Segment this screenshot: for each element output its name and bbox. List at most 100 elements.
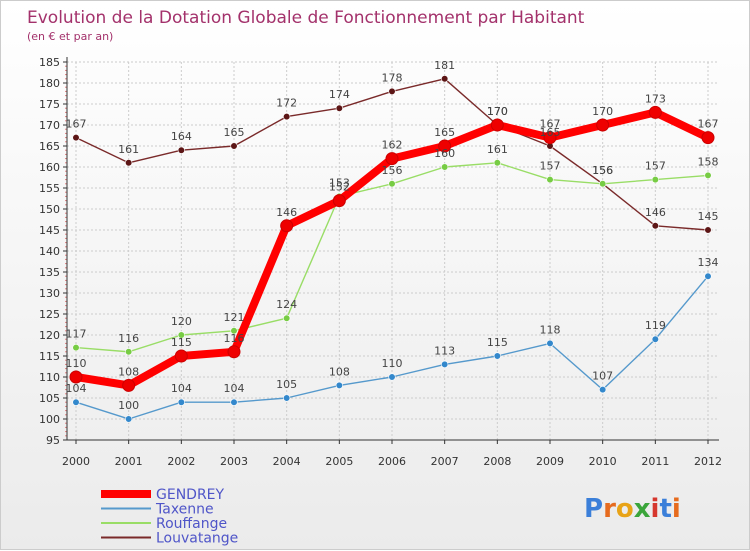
x-tick-label: 2007 [431, 455, 459, 468]
point-louvatange [72, 134, 80, 142]
data-label-gendrey: 152 [329, 181, 350, 194]
x-tick-label: 2004 [273, 455, 301, 468]
data-label-taxenne: 104 [66, 382, 87, 395]
point-gendrey [648, 105, 662, 119]
series-group [69, 75, 715, 423]
point-gendrey [438, 139, 452, 153]
x-tick-label: 2011 [641, 455, 669, 468]
point-taxenne [493, 352, 501, 360]
data-label-taxenne: 108 [329, 365, 350, 378]
data-label-louvatange: 178 [382, 71, 403, 84]
point-rouffange [125, 348, 133, 356]
data-label-gendrey: 173 [645, 92, 666, 105]
data-label-rouffange: 158 [698, 155, 719, 168]
point-rouffange [177, 331, 185, 339]
point-rouffange [493, 159, 501, 167]
point-rouffange [704, 171, 712, 179]
point-gendrey [490, 118, 504, 132]
point-taxenne [704, 272, 712, 280]
data-label-taxenne: 115 [487, 336, 508, 349]
y-tick-label: 105 [39, 392, 60, 405]
point-taxenne [388, 373, 396, 381]
chart-title: Evolution de la Dotation Globale de Fonc… [27, 8, 585, 28]
y-tick-label: 125 [39, 308, 60, 321]
point-taxenne [72, 398, 80, 406]
y-tick-label: 185 [39, 56, 60, 69]
data-label-gendrey: 162 [382, 139, 403, 152]
data-label-rouffange: 124 [276, 298, 297, 311]
point-louvatange [388, 87, 396, 95]
point-gendrey [332, 194, 346, 208]
data-label-louvatange: 164 [171, 130, 192, 143]
data-label-taxenne: 119 [645, 319, 666, 332]
legend-label-rouffange: Rouffange [156, 516, 227, 532]
point-taxenne [177, 398, 185, 406]
point-gendrey [701, 131, 715, 145]
legend-label-taxenne: Taxenne [155, 502, 214, 518]
data-label-gendrey: 170 [487, 105, 508, 118]
data-label-taxenne: 118 [540, 323, 561, 336]
point-gendrey [227, 345, 241, 359]
data-label-gendrey: 110 [66, 357, 87, 370]
y-tick-label: 130 [39, 287, 60, 300]
data-label-rouffange: 121 [224, 311, 245, 324]
point-gendrey [543, 131, 557, 145]
point-gendrey [385, 152, 399, 166]
logo-text: Proxiti [584, 494, 681, 524]
chart-subtitle: (en € et par an) [27, 30, 113, 43]
x-tick-label: 2010 [589, 455, 617, 468]
point-louvatange [441, 75, 449, 83]
data-label-louvatange: 156 [592, 164, 613, 177]
point-taxenne [230, 398, 238, 406]
y-tick-label: 100 [39, 413, 60, 426]
data-label-taxenne: 113 [434, 344, 455, 357]
data-label-louvatange: 181 [434, 59, 455, 72]
x-tick-label: 2008 [483, 455, 511, 468]
data-label-gendrey: 116 [224, 332, 245, 345]
data-label-gendrey: 167 [698, 118, 719, 131]
data-label-gendrey: 165 [434, 126, 455, 139]
y-tick-label: 135 [39, 266, 60, 279]
y-tick-label: 160 [39, 161, 60, 174]
data-label-gendrey: 146 [276, 206, 297, 219]
point-taxenne [651, 335, 659, 343]
point-taxenne [283, 394, 291, 402]
y-tick-label: 115 [39, 350, 60, 363]
data-label-gendrey: 108 [118, 365, 139, 378]
x-tick-label: 2009 [536, 455, 564, 468]
x-tick-label: 2006 [378, 455, 406, 468]
point-gendrey [69, 370, 83, 384]
legend-label-gendrey: GENDREY [156, 487, 225, 503]
data-label-taxenne: 105 [276, 378, 297, 391]
data-label-gendrey: 170 [592, 105, 613, 118]
y-tick-label: 155 [39, 182, 60, 195]
data-label-taxenne: 107 [592, 370, 613, 383]
data-label-louvatange: 170 [487, 105, 508, 118]
point-rouffange [546, 176, 554, 184]
data-label-louvatange: 146 [645, 206, 666, 219]
data-label-rouffange: 161 [487, 143, 508, 156]
point-louvatange [177, 146, 185, 154]
point-louvatange [704, 226, 712, 234]
y-tick-label: 110 [39, 371, 60, 384]
data-label-taxenne: 104 [224, 382, 245, 395]
point-taxenne [441, 360, 449, 369]
point-gendrey [122, 378, 136, 392]
data-label-taxenne: 104 [171, 382, 192, 395]
point-rouffange [441, 163, 449, 171]
point-rouffange [651, 176, 659, 184]
data-label-rouffange: 116 [118, 332, 139, 345]
data-label-gendrey: 167 [540, 118, 561, 131]
data-label-rouffange: 157 [540, 160, 561, 173]
point-rouffange [388, 180, 396, 188]
point-taxenne [599, 386, 607, 394]
x-tick-label: 2003 [220, 455, 248, 468]
y-tick-label: 150 [39, 203, 60, 216]
y-tick-label: 140 [39, 245, 60, 258]
point-gendrey [174, 349, 188, 363]
data-label-rouffange: 117 [66, 328, 87, 341]
point-rouffange [599, 180, 607, 188]
point-taxenne [546, 339, 554, 348]
